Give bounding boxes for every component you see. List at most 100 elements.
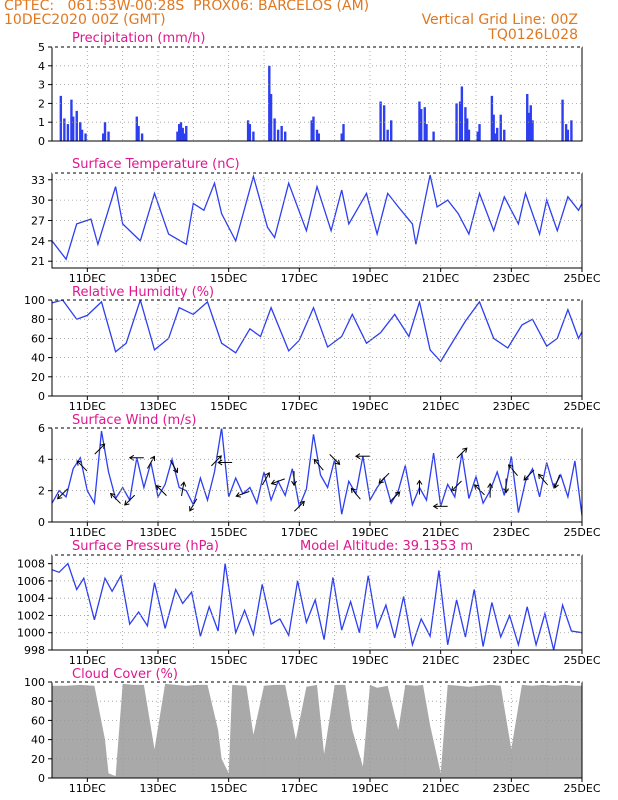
- wind-arrow: [456, 447, 468, 459]
- x-tick-label: 17DEC: [281, 272, 318, 285]
- y-tick-label: 2: [38, 97, 45, 110]
- x-tick-label: 21DEC: [422, 654, 459, 667]
- y-tick-label: 6: [38, 422, 45, 435]
- wind-arrows: [56, 443, 561, 512]
- wind-arrow: [313, 459, 324, 471]
- precip-bar: [59, 95, 63, 141]
- y-tick-label: 998: [24, 644, 45, 657]
- wind-arrow: [451, 480, 462, 492]
- wind-arrow-head: [150, 455, 156, 462]
- precip-bar: [503, 129, 506, 141]
- x-tick-label: 13DEC: [139, 782, 176, 795]
- precip-bar: [432, 131, 435, 141]
- x-tick-label: 11DEC: [69, 782, 106, 795]
- precip-bar: [317, 133, 320, 141]
- y-tick-label: 100: [24, 294, 45, 307]
- wind-arrow-head: [354, 453, 361, 460]
- precip-bar: [176, 131, 179, 141]
- y-tick-label: 60: [31, 714, 45, 727]
- panel-title: Precipitation (mm/h): [72, 31, 205, 46]
- x-tick-label: 23DEC: [493, 400, 530, 413]
- wind-arrow: [294, 501, 305, 512]
- panel-1: 0 1 2 3 4 5 Precipitation (mm/h): [38, 31, 583, 148]
- wind-arrow: [169, 460, 178, 473]
- y-tick-label: 1002: [17, 609, 45, 622]
- x-tick-label: 19DEC: [351, 782, 388, 795]
- precip-bar: [79, 122, 82, 141]
- wind-arrow-head: [180, 481, 187, 487]
- panel-annotation: Model Altitude: 39.1353 m: [300, 539, 473, 554]
- precip-bar: [72, 116, 75, 141]
- x-tick-label: 19DEC: [351, 654, 388, 667]
- precip-bar: [476, 131, 479, 141]
- wind-arrow-head: [109, 492, 116, 499]
- grid: [52, 428, 582, 522]
- x-tick-label: 11DEC: [69, 526, 106, 539]
- precip-bar: [107, 131, 110, 141]
- precip-bar: [423, 107, 426, 141]
- y-tick-label: 5: [38, 41, 45, 54]
- wind-arrow-head: [538, 473, 544, 480]
- wind-arrow-head: [189, 506, 195, 512]
- precip-bar: [460, 86, 464, 141]
- panel-title: Surface Wind (m/s): [72, 413, 196, 428]
- series-line: [52, 173, 582, 261]
- x-tick-label: 25DEC: [563, 400, 600, 413]
- precip-bar: [564, 124, 568, 141]
- x-tick-label: 13DEC: [139, 400, 176, 413]
- x-tick-label: 15DEC: [210, 272, 247, 285]
- precip-bar: [464, 107, 467, 141]
- x-tick-label: 17DEC: [281, 526, 318, 539]
- precip-bar: [185, 125, 188, 141]
- precip-bar: [63, 118, 66, 141]
- wind-arrow: [474, 484, 485, 496]
- precip-bar: [561, 99, 564, 141]
- y-tick-label: 1004: [17, 592, 45, 605]
- y-tick-label: 24: [31, 235, 45, 248]
- x-tick-label: 23DEC: [493, 782, 530, 795]
- panel-title: Surface Temperature (nC): [72, 157, 240, 172]
- wind-arrow-head: [155, 485, 162, 491]
- precip-bar: [420, 109, 423, 141]
- wind-arrow-head: [217, 459, 223, 466]
- precip-bar: [529, 105, 532, 141]
- wind-arrow: [389, 491, 401, 503]
- wind-arrow-head: [270, 479, 277, 486]
- panel-title: Surface Pressure (hPa): [72, 539, 219, 554]
- wind-arrow-head: [56, 494, 63, 500]
- precip-bar: [496, 127, 499, 141]
- plot-frame: [51, 299, 583, 397]
- header-model-id: TQ0126L028: [488, 27, 578, 43]
- precip-bar: [135, 116, 138, 141]
- panel-title: Cloud Cover (%): [72, 667, 178, 682]
- x-tick-label: 25DEC: [563, 782, 600, 795]
- precip-bar: [490, 95, 494, 141]
- x-tick-label: 19DEC: [351, 400, 388, 413]
- precip-bar: [80, 129, 84, 141]
- y-tick-label: 1008: [17, 558, 45, 571]
- wind-arrow-head: [507, 464, 514, 470]
- x-tick-label: 15DEC: [210, 526, 247, 539]
- x-tick-label: 13DEC: [139, 526, 176, 539]
- wind-arrow-head: [432, 503, 438, 510]
- plot-frame: [51, 46, 583, 142]
- wind-arrow-head: [450, 486, 457, 492]
- precip-bar: [310, 120, 313, 141]
- precip-bar: [478, 124, 481, 141]
- precip-bars: [59, 65, 573, 141]
- precip-bar: [102, 133, 105, 141]
- precip-bar: [75, 110, 78, 141]
- precip-bar: [284, 131, 287, 141]
- y-tick-label: 21: [31, 255, 45, 268]
- precip-bar: [527, 112, 531, 141]
- plot-frame: [51, 427, 583, 523]
- wind-arrow-head: [416, 479, 423, 485]
- precip-bar: [246, 120, 250, 141]
- x-tick-label: 13DEC: [139, 654, 176, 667]
- wind-arrow-head: [378, 478, 384, 484]
- precip-bar: [137, 125, 140, 141]
- wind-arrow-head: [394, 491, 401, 497]
- precip-bar: [458, 101, 462, 141]
- wind-arrow: [508, 464, 518, 476]
